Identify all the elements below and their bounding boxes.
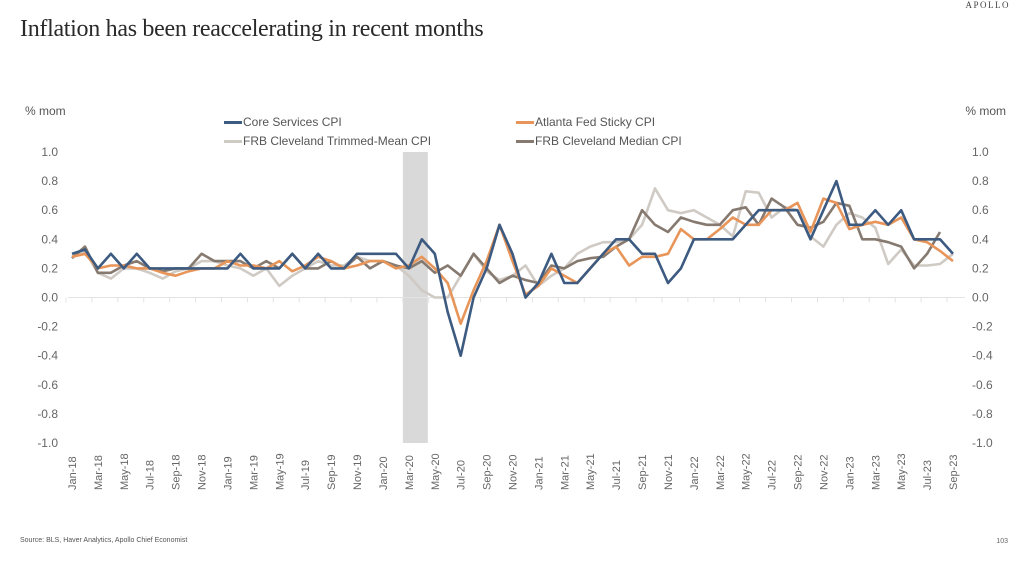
y-tick-label-left: 0.4: [41, 232, 58, 246]
x-tick-label: Jul-23: [922, 460, 934, 490]
x-tick-label: May-18: [119, 453, 131, 490]
x-tick-label: Jul-18: [145, 460, 157, 490]
x-tick-label: Mar-19: [248, 455, 260, 490]
y-axis-label-left: % mom: [25, 104, 66, 118]
y-tick-label-left: -0.8: [37, 407, 58, 421]
x-tick-label: Mar-21: [559, 455, 571, 490]
y-tick-label-right: 0.4: [972, 232, 989, 246]
x-tick-label: Sep-20: [482, 455, 494, 490]
legend-item-sticky: Atlanta Fed Sticky CPI: [516, 114, 655, 130]
x-tick-label: May-21: [585, 453, 597, 490]
y-tick-label-right: 0.2: [972, 261, 989, 275]
y-tick-label-right: -0.6: [972, 378, 993, 392]
series-line-core-services-cpi: [71, 179, 954, 358]
x-tick-label: Sep-23: [948, 455, 960, 490]
legend-item-median: FRB Cleveland Median CPI: [516, 133, 682, 149]
y-ticks-left: 1.0 0.8 0.6 0.4 0.2 0.0 -0.2 -0.4 -0.6 -0.8 -1.0: [37, 145, 58, 450]
source-note: Source: BLS, Haver Analytics, Apollo Chi…: [20, 537, 188, 544]
x-tick-label: Jan-23: [844, 456, 856, 490]
y-tick-label-right: -0.2: [972, 320, 993, 334]
x-tick-label: May-20: [430, 453, 442, 490]
x-tick-label: Jan-18: [67, 456, 79, 490]
series-line-atlanta-fed-sticky-cpi: [71, 197, 954, 326]
x-tick-label: Mar-22: [715, 455, 727, 490]
x-tick-label: May-23: [896, 453, 908, 490]
x-tick-label: Jul-20: [456, 460, 468, 490]
y-tick-label-left: -1.0: [37, 436, 58, 450]
x-tick-label: Mar-20: [404, 455, 416, 490]
x-tick-label: Sep-18: [171, 455, 183, 490]
y-tick-label-left: 0.2: [41, 261, 58, 275]
x-tick-label: May-22: [741, 453, 753, 490]
legend-swatch-core-services: [224, 120, 242, 124]
x-tick-label: Jan-22: [689, 456, 701, 490]
y-tick-label-left: 1.0: [41, 145, 58, 159]
legend-swatch-median: [516, 139, 534, 143]
y-tick-label-right: -0.4: [972, 349, 993, 363]
x-tick-label: Jan-19: [222, 456, 234, 490]
legend-label: Core Services CPI: [243, 115, 342, 129]
page-number: 103: [996, 538, 1008, 545]
legend-item-core-services: Core Services CPI: [224, 114, 342, 130]
axis-layer: [65, 297, 965, 303]
x-tick-label: Nov-19: [352, 455, 364, 490]
y-tick-label-right: -1.0: [972, 436, 993, 450]
x-tick-label: Sep-22: [793, 455, 805, 490]
y-tick-label-right: -0.8: [972, 407, 993, 421]
y-ticks-right: 1.0 0.8 0.6 0.4 0.2 0.0 -0.2 -0.4 -0.6 -0.8 -1.0: [972, 145, 993, 450]
y-tick-label-right: 0.0: [972, 291, 989, 305]
y-tick-label-right: 0.8: [972, 174, 989, 188]
x-tick-label: Nov-21: [663, 455, 675, 490]
y-tick-label-left: 0.0: [41, 291, 58, 305]
chart-title: Inflation has been reaccelerating in rec…: [20, 16, 484, 42]
x-tick-label: Nov-22: [818, 455, 830, 490]
y-tick-label-left: -0.4: [37, 349, 58, 363]
x-tick-label: Jul-19: [300, 460, 312, 490]
y-axis-label-right: % mom: [965, 104, 1006, 118]
x-tick-label: Jan-20: [378, 456, 390, 490]
series-layer: [71, 179, 954, 358]
y-tick-label-left: 0.6: [41, 203, 58, 217]
legend-label: FRB Cleveland Trimmed-Mean CPI: [243, 134, 432, 148]
brand-logo: APOLLO: [965, 0, 1010, 10]
y-tick-label-right: 0.6: [972, 203, 989, 217]
x-tick-label: May-19: [274, 453, 286, 490]
y-tick-label-right: 1.0: [972, 145, 989, 159]
x-tick-label: Nov-18: [197, 455, 209, 490]
series-line-frb-cleveland-median-cpi: [71, 197, 942, 285]
x-tick-label: Jul-21: [611, 460, 623, 490]
legend-label: Atlanta Fed Sticky CPI: [535, 115, 656, 129]
x-tick-label: Mar-23: [870, 455, 882, 490]
legend-swatch-sticky: [516, 120, 534, 124]
x-tick-label: Sep-19: [326, 455, 338, 490]
x-ticks: Jan-18 Mar-18 May-18 Jul-18 Sep-18 Nov-18 Jan-…: [67, 453, 960, 490]
y-tick-label-left: 0.8: [41, 174, 58, 188]
x-tick-label: Jul-22: [767, 460, 779, 490]
legend-item-trimmed-mean: FRB Cleveland Trimmed-Mean CPI: [224, 133, 431, 149]
y-tick-label-left: -0.2: [37, 320, 58, 334]
legend-swatch-trimmed-mean: [224, 139, 242, 143]
y-tick-label-left: -0.6: [37, 378, 58, 392]
legend-label: FRB Cleveland Median CPI: [535, 134, 682, 148]
x-tick-label: Jan-21: [533, 456, 545, 490]
x-tick-label: Mar-18: [93, 455, 105, 490]
x-tick-label: Nov-20: [508, 455, 520, 490]
x-tick-label: Sep-21: [637, 455, 649, 490]
